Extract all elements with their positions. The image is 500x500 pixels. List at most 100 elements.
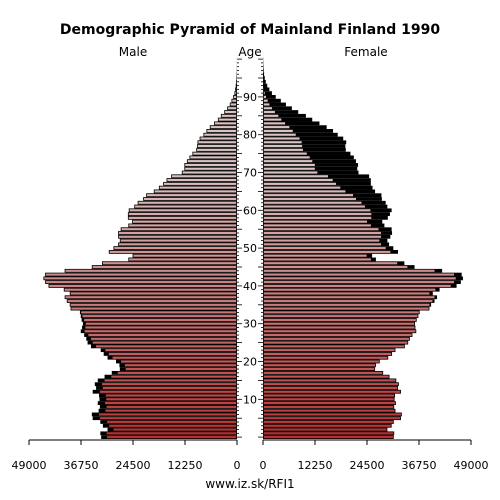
male-bar — [187, 160, 237, 163]
female-bar-outline — [263, 106, 292, 111]
x-tick-label: 36750 — [402, 459, 437, 472]
age-tick-label: 50 — [243, 242, 257, 255]
male-bar — [107, 436, 237, 439]
male-bar — [114, 247, 237, 250]
male-bar — [45, 281, 237, 284]
female-bar — [263, 364, 376, 367]
age-tick-label: 30 — [243, 318, 257, 331]
female-bar — [263, 167, 315, 170]
male-bar — [163, 182, 237, 185]
male-bar — [105, 409, 237, 412]
female-bar — [263, 216, 372, 219]
female-bar — [263, 398, 394, 401]
male-bar — [82, 315, 237, 318]
x-tick-label: 0 — [234, 459, 241, 472]
x-tick-label: 24500 — [350, 459, 385, 472]
female-bar — [263, 243, 382, 246]
age-tick-label: 10 — [243, 393, 257, 406]
chart-title: Demographic Pyramid of Mainland Finland … — [60, 22, 440, 38]
female-bar — [263, 349, 395, 352]
female-bar — [263, 201, 362, 204]
female-bar-outline — [263, 110, 299, 114]
male-bar — [112, 356, 237, 359]
female-bar — [263, 367, 375, 371]
male-bar — [230, 103, 237, 106]
male-bar — [109, 250, 237, 253]
male-bar — [70, 303, 237, 306]
female-bar — [263, 360, 379, 363]
female-bar — [263, 186, 341, 189]
male-bar — [102, 386, 237, 390]
female-bar — [263, 247, 386, 250]
female-bar-outline — [263, 68, 264, 73]
female-bar-outline — [263, 121, 320, 126]
female-bar — [263, 141, 302, 144]
female-bar-outline — [263, 136, 344, 141]
male-bar — [104, 379, 237, 382]
female-bar-outline — [263, 147, 346, 152]
female-bar — [263, 341, 408, 344]
male-bar — [129, 224, 237, 227]
female-bar — [263, 92, 265, 95]
male-bar — [204, 133, 237, 136]
female-bar — [263, 307, 429, 310]
male-bar — [190, 156, 237, 159]
male-bar — [118, 235, 237, 238]
female-bar-outline — [263, 98, 281, 103]
male-bar — [65, 296, 237, 299]
male-bar — [85, 326, 237, 329]
female-bar — [263, 114, 279, 117]
x-tick-label: 12250 — [298, 459, 333, 472]
female-bar — [263, 409, 395, 412]
male-x-axis: 49000 36750 24500 12250 0 — [12, 439, 241, 472]
male-bar — [105, 349, 237, 352]
male-bar — [218, 118, 237, 121]
male-bar — [154, 190, 237, 193]
male-bar — [90, 337, 237, 340]
female-bar — [263, 250, 391, 253]
male-bar — [70, 292, 237, 295]
male-bar — [207, 129, 237, 133]
female-bar-outline — [263, 125, 327, 130]
male-bar — [225, 110, 237, 114]
male-bar — [81, 311, 237, 314]
female-bar — [263, 428, 387, 431]
female-bar — [263, 303, 430, 306]
male-bar — [143, 197, 237, 201]
female-bar — [263, 224, 371, 227]
female-bar — [263, 182, 337, 185]
female-bar — [263, 326, 415, 329]
male-bar — [84, 330, 237, 333]
female-bar — [263, 190, 346, 193]
female-bar-outline — [263, 140, 347, 145]
female-bar — [263, 95, 267, 98]
x-tick-label: 49000 — [454, 459, 489, 472]
female-bar — [263, 315, 418, 318]
female-bar — [263, 107, 272, 110]
male-bar — [221, 114, 237, 117]
female-bar — [263, 394, 395, 397]
female-bar — [263, 311, 419, 314]
male-bar — [99, 417, 237, 420]
source-label: www.iz.sk/RFI1 — [205, 477, 294, 491]
male-bar — [185, 163, 237, 167]
female-bar — [263, 160, 313, 163]
female-bar-outline — [263, 95, 276, 99]
female-bar-outline — [263, 91, 272, 96]
male-bar — [128, 216, 237, 219]
age-tick-label: 40 — [243, 280, 257, 293]
male-bar — [121, 360, 237, 363]
female-bar — [263, 148, 303, 151]
male-bar — [146, 194, 237, 197]
female-bar — [263, 231, 382, 235]
male-bar — [106, 405, 237, 408]
male-bar — [128, 213, 237, 216]
male-label: Male — [119, 45, 147, 59]
male-bar — [117, 371, 237, 374]
female-bar — [263, 383, 399, 386]
female-bar — [263, 277, 456, 280]
male-bar — [106, 432, 237, 435]
female-bar-outline — [263, 79, 266, 84]
female-bar — [263, 333, 412, 337]
female-bar-outline — [263, 117, 313, 122]
